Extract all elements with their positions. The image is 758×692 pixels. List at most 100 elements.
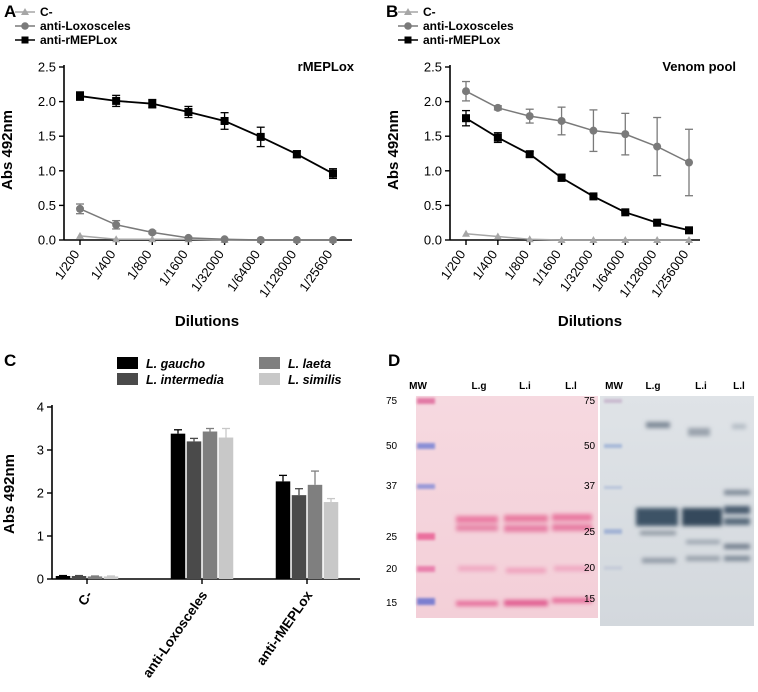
lane-label-lg: L.g <box>646 381 661 392</box>
data-point-triangle <box>493 232 502 240</box>
data-point-circle <box>589 126 598 135</box>
series-line <box>79 208 333 241</box>
data-point-square <box>685 226 693 235</box>
chart-a-title: rMEPLox <box>298 59 355 74</box>
x-tick-label: 1/1600 <box>156 247 191 288</box>
bar-l-laeta <box>307 484 323 579</box>
legend-swatch-l-laeta <box>259 357 280 369</box>
legend-label-l-similis: L. similis <box>288 373 342 387</box>
chart-b-title: Venom pool <box>662 59 736 74</box>
x-tick-label: 1/800 <box>124 247 155 282</box>
legend-swatch-l-gaucho <box>117 357 138 369</box>
y-tick-label: 1.5 <box>38 129 56 144</box>
y-tick-label: 2.5 <box>424 60 442 75</box>
legend-item-anti-rmeplox: anti-rMEPLox <box>15 33 118 47</box>
legend-label-l-intermedia: L. intermedia <box>146 373 224 387</box>
data-point-square <box>112 96 121 105</box>
y-tick-label: 1 <box>37 529 44 544</box>
chart-b-legend: C- anti-Loxosceles anti-rMEPLox <box>398 5 514 47</box>
chart-c-plot: 0 1 2 3 4 C-anti-Loxosceles anti-rMEPLox <box>37 400 360 680</box>
chart-c-ylabel: Abs 492nm <box>1 454 18 534</box>
chart-b-ylabel: Abs 492nm <box>385 110 402 190</box>
data-point-triangle <box>621 236 630 243</box>
chart-b-xlabel: Dilutions <box>558 313 622 330</box>
bar-l-intermedia <box>71 575 87 579</box>
y-tick-label: 1.0 <box>424 163 442 178</box>
x-tick-label: 1/128000 <box>256 247 299 300</box>
legend-marker-triangle <box>404 8 412 15</box>
legend-label-anti-loxosceles: anti-Loxosceles <box>40 19 131 33</box>
y-tick-label: 1.5 <box>424 129 442 144</box>
series-c <box>462 229 693 243</box>
data-point-triangle <box>76 231 84 239</box>
legend-item-c-minus: C- <box>398 5 436 19</box>
x-tick-label: anti-Loxosceles <box>140 588 211 680</box>
chart-b: C- anti-Loxosceles anti-rMEPLox Venom po… <box>385 5 736 330</box>
y-tick-label: 3 <box>37 443 44 458</box>
data-point-square <box>557 173 566 182</box>
x-tick-label: 1/32000 <box>188 247 227 294</box>
x-tick-label: 1/400 <box>469 247 500 282</box>
mw-label-50: 50 <box>386 441 398 452</box>
data-point-square <box>256 132 265 141</box>
data-point-triangle <box>525 235 534 243</box>
series-line <box>465 90 690 164</box>
gel-panel: MW L.g L.i L.l MW L.g L.i L.l <box>386 381 754 626</box>
y-tick-label: 0.5 <box>424 198 442 213</box>
x-tick-label: anti-rMEPLox <box>253 588 315 668</box>
panel-label-b: B <box>386 2 398 21</box>
bar-l-similis <box>218 437 234 579</box>
data-point-triangle <box>462 229 470 237</box>
chart-a-plot: 0.00.51.01.52.02.51/200 1/400 1/800 1/16001… <box>38 60 352 300</box>
data-point-circle <box>184 233 193 242</box>
x-tick-label: 1/64000 <box>224 247 263 294</box>
legend-item-anti-rmeplox: anti-rMEPLox <box>398 33 501 47</box>
chart-c-legend: L. gaucho L. intermedia L. laeta L. simi… <box>117 357 342 387</box>
bar-l-intermedia <box>186 441 202 579</box>
mw-label-75: 75 <box>386 396 398 407</box>
data-point-square <box>589 192 598 201</box>
data-point-circle <box>256 236 265 244</box>
chart-c: L. gaucho L. intermedia L. laeta L. simi… <box>1 357 360 680</box>
data-point-square <box>329 169 337 178</box>
y-tick-label: 2.0 <box>38 94 56 109</box>
data-point-square <box>493 133 502 142</box>
legend-label-c-minus: C- <box>423 5 436 19</box>
mw-label-37: 37 <box>386 481 398 492</box>
gel-left-sample-bands <box>456 514 592 606</box>
x-tick-label: 1/800 <box>501 247 532 282</box>
y-tick-label: 4 <box>37 400 44 415</box>
data-point-circle <box>329 236 337 244</box>
series-anti-loxosceles <box>76 203 337 244</box>
data-point-square <box>148 99 157 108</box>
data-point-circle <box>462 87 470 96</box>
legend-item-anti-loxosceles: anti-Loxosceles <box>15 19 131 33</box>
mw-label-37: 37 <box>584 481 596 492</box>
bar-l-gaucho <box>275 481 291 579</box>
y-tick-label: 2.5 <box>38 60 56 75</box>
x-tick-label: 1/400 <box>88 247 119 282</box>
data-point-circle <box>148 228 157 237</box>
legend-label-l-gaucho: L. gaucho <box>146 357 205 371</box>
legend-label-anti-loxosceles: anti-Loxosceles <box>423 19 514 33</box>
legend-swatch-l-similis <box>259 373 280 385</box>
x-tick-label: 1/25600 <box>296 247 335 294</box>
data-point-square <box>525 150 534 159</box>
bar-l-laeta <box>202 431 218 579</box>
y-tick-label: 0.5 <box>38 198 56 213</box>
data-point-circle <box>112 220 121 229</box>
data-point-circle <box>653 142 662 151</box>
gel-mw-labels-left: 75 50 37 25 20 15 <box>386 396 398 609</box>
lane-label-lg: L.g <box>472 381 487 392</box>
legend-label-c-minus: C- <box>40 5 53 19</box>
data-point-circle <box>292 236 301 244</box>
chart-a-legend: C- anti-Loxosceles anti-rMEPLox <box>15 5 131 47</box>
legend-label-l-laeta: L. laeta <box>288 357 331 371</box>
gel-left-image <box>416 396 598 618</box>
data-point-circle <box>76 204 84 213</box>
mw-label-20: 20 <box>386 564 398 575</box>
chart-a-xlabel: Dilutions <box>175 313 239 330</box>
gel-right-image <box>600 396 754 626</box>
chart-a-ylabel: Abs 492nm <box>0 110 16 190</box>
